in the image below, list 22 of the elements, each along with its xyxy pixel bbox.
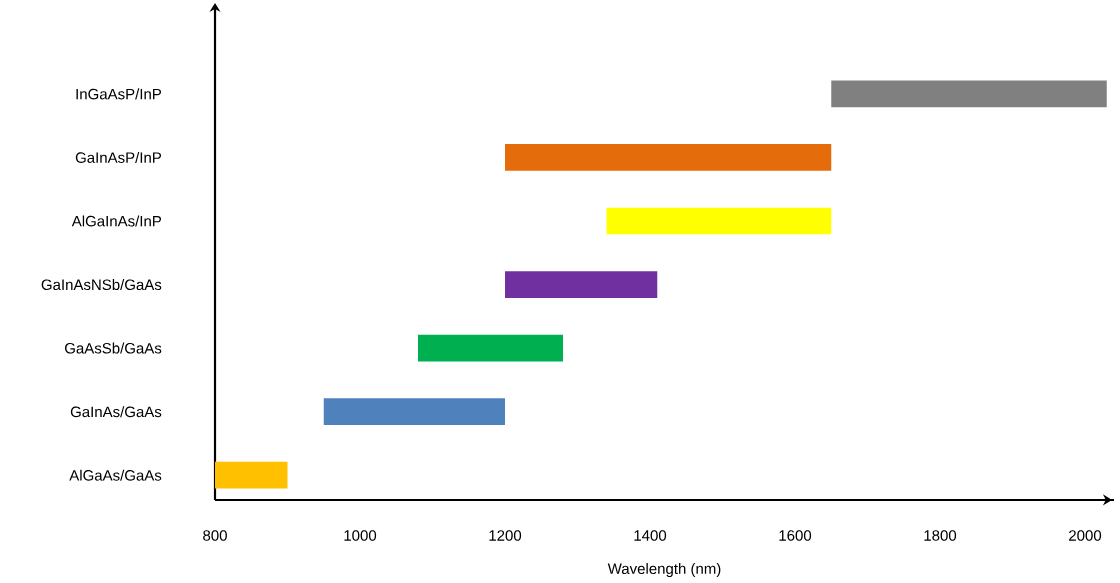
- bar: [831, 80, 1107, 108]
- y-tick-label: AlGaAs/GaAs: [69, 469, 162, 481]
- y-tick-label: GaInAsNSb/GaAs: [41, 279, 162, 291]
- x-tick-label: 1200: [489, 530, 522, 541]
- x-tick-label: 1000: [344, 530, 377, 541]
- bar: [606, 207, 832, 235]
- x-tick-label: 1400: [634, 530, 667, 541]
- x-tick-label: 2000: [1069, 530, 1102, 541]
- x-tick-label: 1600: [779, 530, 812, 541]
- y-tick-label: InGaAsP/InP: [76, 88, 162, 100]
- y-tick-label: GaInAs/GaAs: [70, 406, 162, 418]
- x-axis-title: Wavelength (nm): [607, 563, 721, 577]
- bar: [323, 398, 506, 425]
- bar: [505, 271, 658, 298]
- x-tick-label: 800: [203, 530, 227, 541]
- bar: [505, 144, 832, 171]
- bar: [418, 334, 564, 362]
- y-tick-label: AlGaInAs/InP: [71, 215, 162, 227]
- y-tick-label: GaInAsP/InP: [75, 151, 162, 163]
- bar: [215, 461, 288, 489]
- x-tick-label: 1800: [924, 530, 957, 541]
- y-tick-label: GaAsSb/GaAs: [65, 342, 162, 354]
